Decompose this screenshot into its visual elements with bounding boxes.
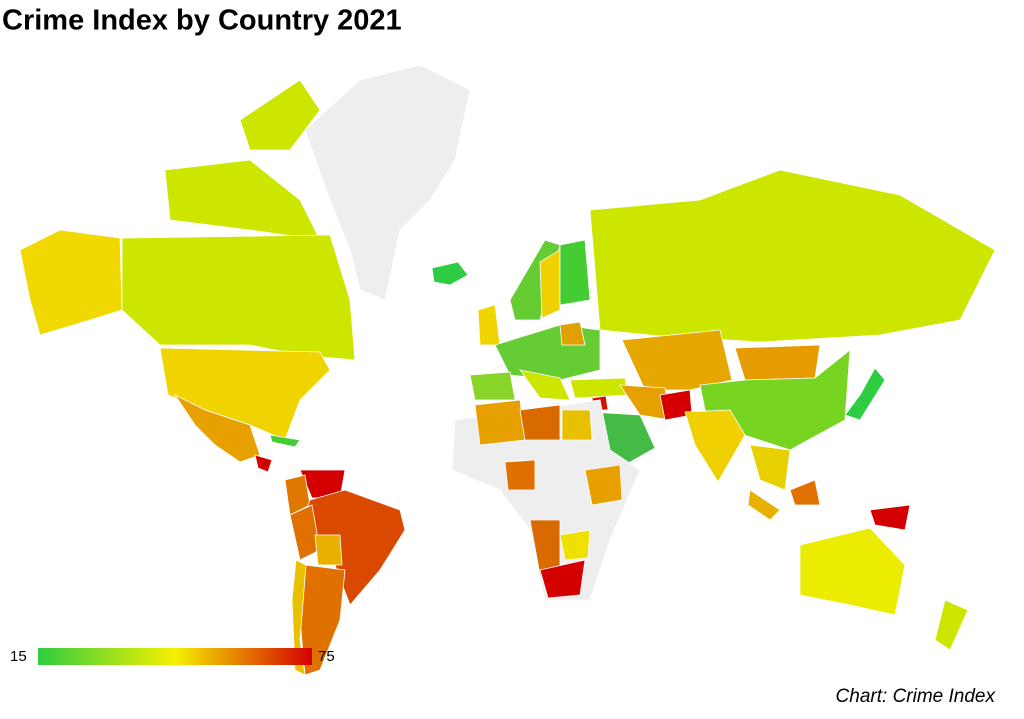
countries [19, 64, 996, 676]
color-scale [38, 648, 312, 665]
country [539, 559, 586, 599]
country [494, 324, 601, 381]
country [121, 234, 356, 361]
country [869, 504, 911, 531]
country [789, 479, 821, 506]
country [19, 229, 123, 336]
country [539, 249, 561, 319]
country [561, 409, 593, 441]
country [239, 79, 321, 151]
country [469, 371, 516, 401]
country [844, 367, 886, 421]
country [589, 169, 996, 343]
country [559, 239, 591, 306]
country [619, 384, 671, 421]
country [291, 559, 307, 676]
scale-max: 75 [318, 648, 335, 665]
country [314, 534, 343, 566]
country [504, 459, 536, 491]
country [431, 261, 469, 286]
country [621, 329, 733, 391]
country [269, 434, 301, 448]
country [799, 527, 906, 616]
country [474, 399, 526, 446]
country [164, 159, 321, 241]
country [747, 489, 781, 521]
country [477, 304, 501, 346]
scale-min: 15 [10, 648, 27, 665]
country [559, 529, 591, 561]
country [684, 409, 746, 483]
country [519, 404, 561, 441]
country [254, 454, 273, 473]
country [934, 599, 969, 651]
title: Crime Index by Country 2021 [2, 5, 402, 37]
country [559, 321, 586, 346]
country [749, 444, 791, 491]
country [173, 393, 261, 463]
country [584, 464, 623, 506]
country [569, 377, 629, 399]
country [734, 344, 821, 381]
country [519, 369, 571, 401]
credit: Chart: Crime Index [836, 686, 997, 707]
country [304, 64, 471, 301]
country [451, 399, 641, 601]
